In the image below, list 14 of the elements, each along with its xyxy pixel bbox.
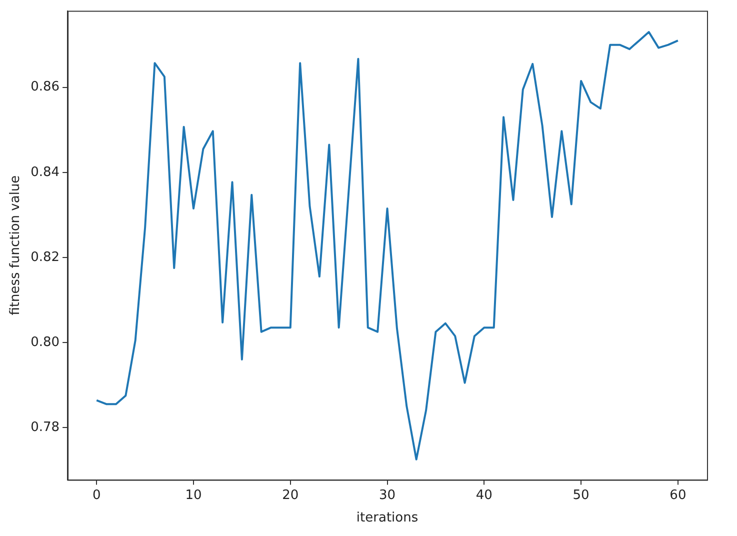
x-axis-title: iterations xyxy=(356,510,418,526)
x-tick-label: 0 xyxy=(92,488,101,503)
y-tick-label: 0.82 xyxy=(30,250,60,265)
x-tick-label: 60 xyxy=(670,488,686,503)
y-axis-title: fitness function value xyxy=(8,175,24,316)
x-tick-label: 40 xyxy=(476,488,492,503)
y-tick-label: 0.78 xyxy=(30,420,60,435)
x-tick-label: 20 xyxy=(282,488,299,503)
y-tick-label: 0.80 xyxy=(30,334,60,350)
x-tick-label: 50 xyxy=(572,488,590,503)
y-tick-label: 0.84 xyxy=(30,164,60,180)
y-tick-label: 0.86 xyxy=(30,80,60,95)
x-tick-label: 10 xyxy=(185,488,202,503)
x-tick-label: 30 xyxy=(379,488,396,503)
